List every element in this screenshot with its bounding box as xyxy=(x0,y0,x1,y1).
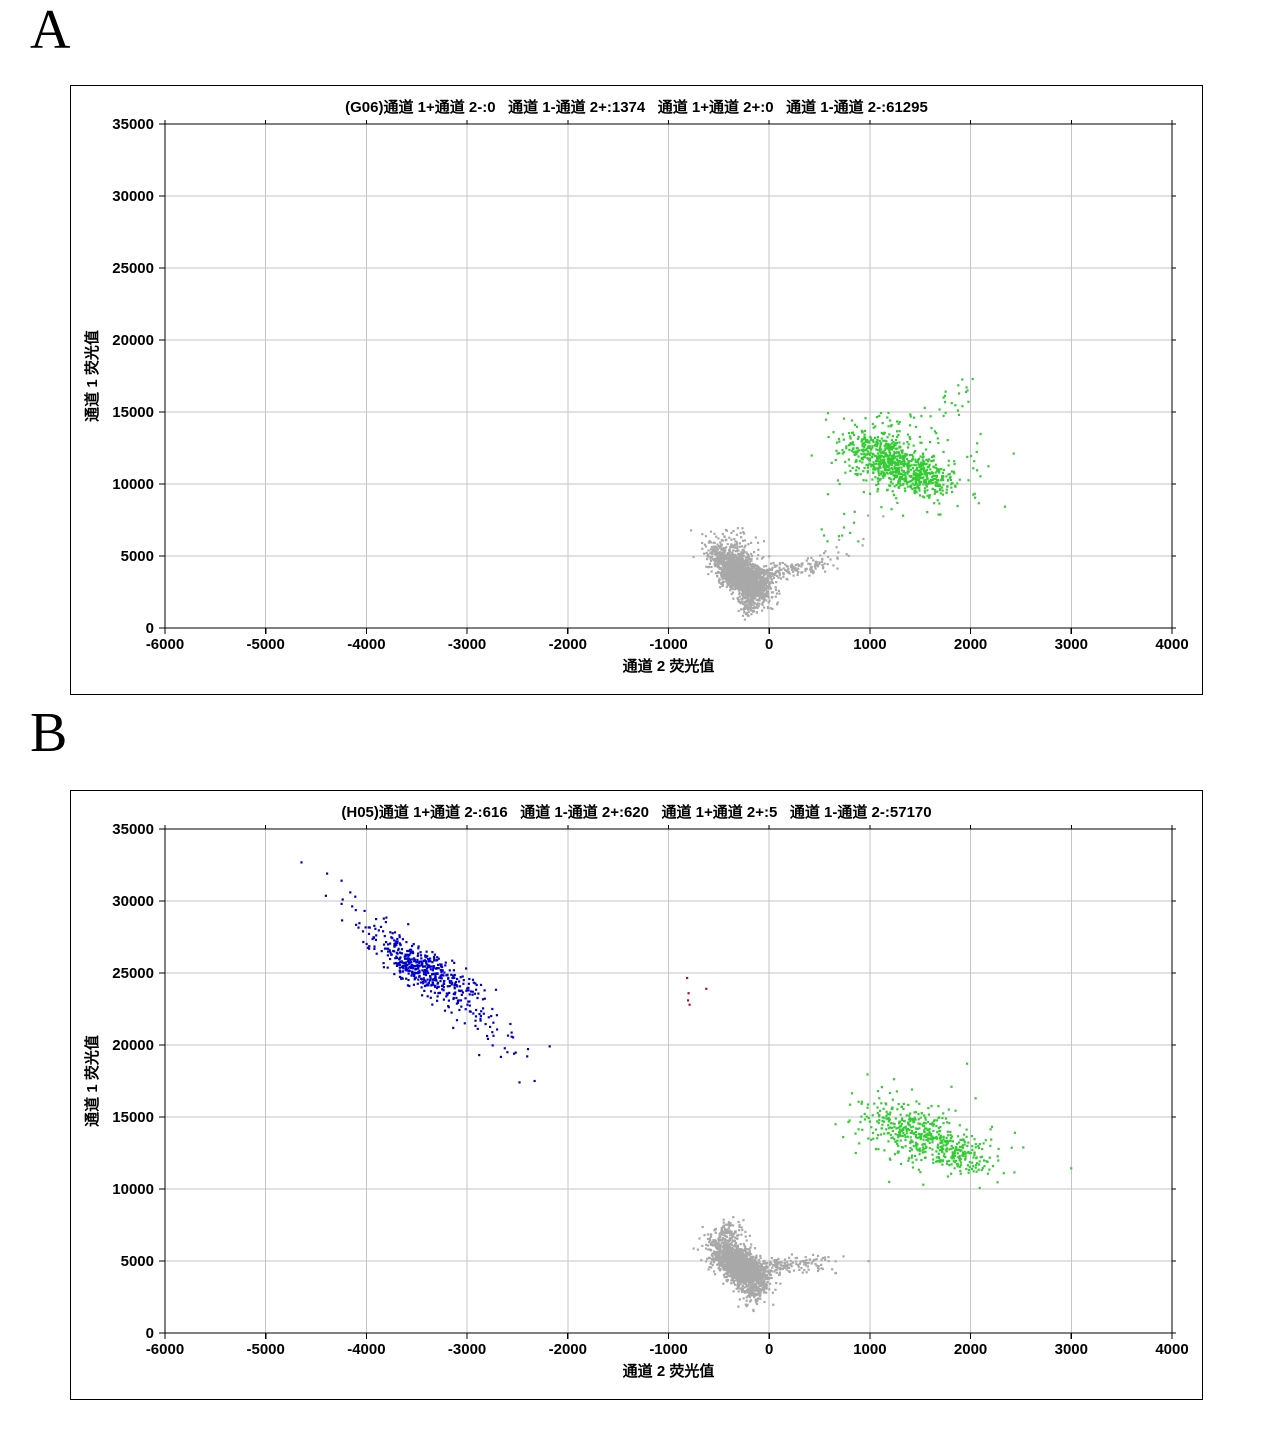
svg-text:通道 2 荧光值: 通道 2 荧光值 xyxy=(623,657,715,675)
svg-text:30000: 30000 xyxy=(112,188,154,205)
chart-panel-a: (G06)通道 1+通道 2-:0 通道 1-通道 2+:1374 通道 1+通… xyxy=(70,85,1203,695)
svg-text:4000: 4000 xyxy=(1155,636,1188,653)
svg-text:0: 0 xyxy=(765,636,773,653)
svg-text:通道 1 荧光值: 通道 1 荧光值 xyxy=(83,330,101,422)
chart-panel-b: (H05)通道 1+通道 2-:616 通道 1-通道 2+:620 通道 1+… xyxy=(70,790,1203,1400)
svg-text:3000: 3000 xyxy=(1055,636,1088,653)
chart-title-b: (H05)通道 1+通道 2-:616 通道 1-通道 2+:620 通道 1+… xyxy=(341,804,932,821)
svg-text:1000: 1000 xyxy=(853,636,886,653)
svg-text:-2000: -2000 xyxy=(549,636,587,653)
svg-text:0: 0 xyxy=(146,620,154,637)
panel-label-a: A xyxy=(30,0,71,61)
svg-text:-4000: -4000 xyxy=(347,636,385,653)
panel-label-b: B xyxy=(30,702,68,764)
svg-text:10000: 10000 xyxy=(112,476,154,493)
svg-text:-6000: -6000 xyxy=(146,636,184,653)
svg-text:-5000: -5000 xyxy=(247,636,285,653)
scatter-plot-b: -6000 -5000 -4000 -3000 -2000 -1000 0 1000 2000 3… xyxy=(83,821,1189,1380)
svg-text:-1000: -1000 xyxy=(649,636,687,653)
svg-text:5000: 5000 xyxy=(121,548,154,565)
svg-text:-3000: -3000 xyxy=(448,636,486,653)
scatter-plot-a: -6000 -5000 -4000 -3000 -2000 -1000 0 1000 2000 3… xyxy=(83,116,1189,675)
svg-text:20000: 20000 xyxy=(112,332,154,349)
svg-text:35000: 35000 xyxy=(112,116,154,133)
svg-text:2000: 2000 xyxy=(954,636,987,653)
svg-text:25000: 25000 xyxy=(112,260,154,277)
svg-text:15000: 15000 xyxy=(112,404,154,421)
chart-title-a: (G06)通道 1+通道 2-:0 通道 1-通道 2+:1374 通道 1+通… xyxy=(345,99,928,116)
